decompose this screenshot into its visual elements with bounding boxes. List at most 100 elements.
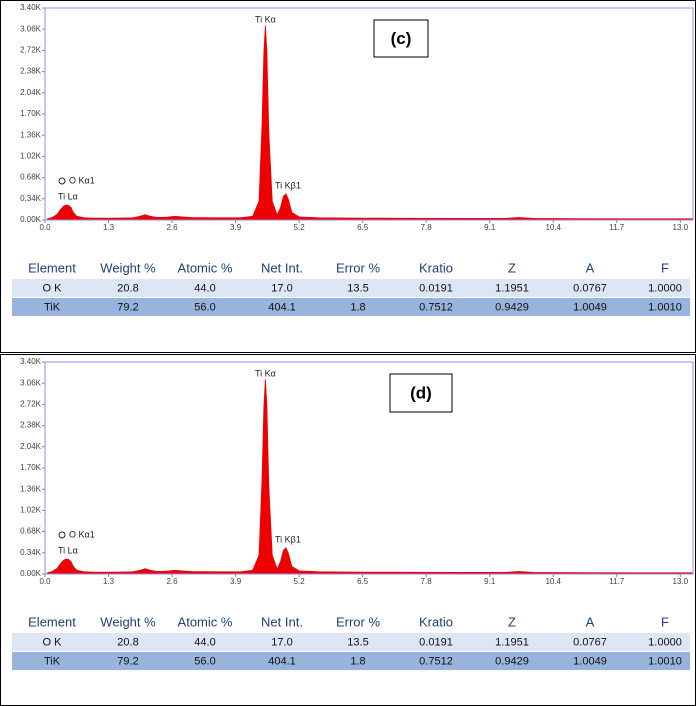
marker-icon xyxy=(58,531,66,539)
table-header: Z xyxy=(508,260,516,275)
table-cell: 1.0000 xyxy=(648,282,682,294)
table-header: Element xyxy=(28,260,76,275)
table-cell: 17.0 xyxy=(271,282,292,294)
table-cell: 1.1951 xyxy=(495,282,529,294)
table-cell: 1.0000 xyxy=(648,636,682,648)
y-tick-label: 0.68K xyxy=(20,527,42,536)
y-tick-label: 2.04K xyxy=(20,88,42,97)
table-cell: 0.0767 xyxy=(573,282,607,294)
x-tick-label: 11.7 xyxy=(609,577,625,586)
table-cell: 79.2 xyxy=(117,301,138,313)
x-tick-label: 13.0 xyxy=(673,577,689,586)
marker-icon xyxy=(58,177,66,185)
table-header: Kratio xyxy=(419,260,453,275)
y-tick-label: 1.70K xyxy=(20,109,42,118)
x-tick-label: 10.4 xyxy=(545,577,561,586)
x-tick-label: 7.8 xyxy=(421,223,433,232)
table-cell: 44.0 xyxy=(194,282,215,294)
x-tick-label: 0.0 xyxy=(39,577,51,586)
table-cell: 0.0191 xyxy=(419,636,453,648)
table-cell: 404.1 xyxy=(268,301,296,313)
x-tick-label: 11.7 xyxy=(609,223,625,232)
x-tick-label: 2.6 xyxy=(166,223,178,232)
table-header: Weight % xyxy=(100,260,156,275)
y-tick-label: 3.06K xyxy=(20,24,42,33)
x-tick-label: 10.4 xyxy=(545,223,561,232)
table-cell: 13.5 xyxy=(347,282,368,294)
panel-label: (d) xyxy=(410,383,432,402)
peak-label: Ti Lα xyxy=(58,191,78,201)
table-cell: 1.0010 xyxy=(648,655,682,667)
table-row xyxy=(12,633,690,651)
x-tick-label: 1.3 xyxy=(103,577,115,586)
x-tick-label: 6.5 xyxy=(357,577,369,586)
table-cell: 404.1 xyxy=(268,655,296,667)
table-header: Net Int. xyxy=(261,614,303,629)
x-tick-label: 0.0 xyxy=(39,223,51,232)
table-header: F xyxy=(661,260,669,275)
panel: 0.00K 0.34K 0.68K 1.02K 1.36K 1.70K 2.04K 2.38K… xyxy=(0,354,696,706)
table-cell: 1.0010 xyxy=(648,301,682,313)
table-header: Atomic % xyxy=(178,614,233,629)
peak-label: Ti Kβ1 xyxy=(275,180,301,190)
y-tick-label: 2.04K xyxy=(20,442,42,451)
x-tick-label: 5.2 xyxy=(294,577,306,586)
table-header: Atomic % xyxy=(178,260,233,275)
table-cell: TiK xyxy=(44,655,61,667)
table-cell: 1.1951 xyxy=(495,636,529,648)
x-tick-label: 7.8 xyxy=(421,577,433,586)
table-header: Error % xyxy=(336,260,381,275)
table-header: Element xyxy=(28,614,76,629)
table-cell: 0.0767 xyxy=(573,636,607,648)
table-cell: 0.0191 xyxy=(419,282,453,294)
peak-label: Ti Kβ1 xyxy=(275,534,301,544)
table-header: F xyxy=(661,614,669,629)
panel-label-box xyxy=(373,19,429,58)
table-cell: 20.8 xyxy=(117,636,138,648)
table-cell: 56.0 xyxy=(194,655,215,667)
x-tick-label: 13.0 xyxy=(673,223,689,232)
y-tick-label: 0.00K xyxy=(20,569,42,578)
plot-frame xyxy=(44,361,694,575)
table-cell: 0.9429 xyxy=(495,655,529,667)
y-tick-label: 2.38K xyxy=(20,67,42,76)
table-cell: 44.0 xyxy=(194,636,215,648)
table-header: A xyxy=(586,260,595,275)
x-tick-label: 3.9 xyxy=(230,223,242,232)
table-cell: 79.2 xyxy=(117,655,138,667)
y-tick-label: 0.00K xyxy=(20,215,42,224)
y-tick-label: 2.72K xyxy=(20,46,42,55)
table-cell: 0.7512 xyxy=(419,301,453,313)
table-cell: 1.8 xyxy=(350,301,365,313)
y-tick-label: 1.02K xyxy=(20,152,42,161)
y-tick-label: 1.70K xyxy=(20,463,42,472)
x-tick-label: 6.5 xyxy=(357,223,369,232)
plot-frame xyxy=(44,7,694,221)
table-header: Kratio xyxy=(419,614,453,629)
y-tick-label: 2.72K xyxy=(20,400,42,409)
table-row xyxy=(12,652,690,670)
y-tick-label: 3.06K xyxy=(20,378,42,387)
y-tick-label: 3.40K xyxy=(20,357,42,366)
y-tick-label: 1.36K xyxy=(20,484,42,493)
y-tick-label: 0.34K xyxy=(20,194,42,203)
peak-label: Ti Lα xyxy=(58,545,78,555)
spectrum-area xyxy=(47,25,694,221)
table-cell: 13.5 xyxy=(347,636,368,648)
table-header: Error % xyxy=(336,614,381,629)
peak-label: Ti Kα xyxy=(255,14,276,24)
table-header: A xyxy=(586,614,595,629)
table-cell: O K xyxy=(43,636,63,648)
x-tick-label: 9.1 xyxy=(484,223,496,232)
peak-label: O Kα1 xyxy=(69,175,95,185)
peak-label: O Kα1 xyxy=(69,529,95,539)
table-header: Net Int. xyxy=(261,260,303,275)
table-row xyxy=(12,279,690,297)
table-cell: 17.0 xyxy=(271,636,292,648)
table-cell: O K xyxy=(43,282,63,294)
table-cell: 0.7512 xyxy=(419,655,453,667)
table-cell: 1.0049 xyxy=(573,655,607,667)
x-tick-label: 2.6 xyxy=(166,577,178,586)
peak-label: Ti Kα xyxy=(255,368,276,378)
